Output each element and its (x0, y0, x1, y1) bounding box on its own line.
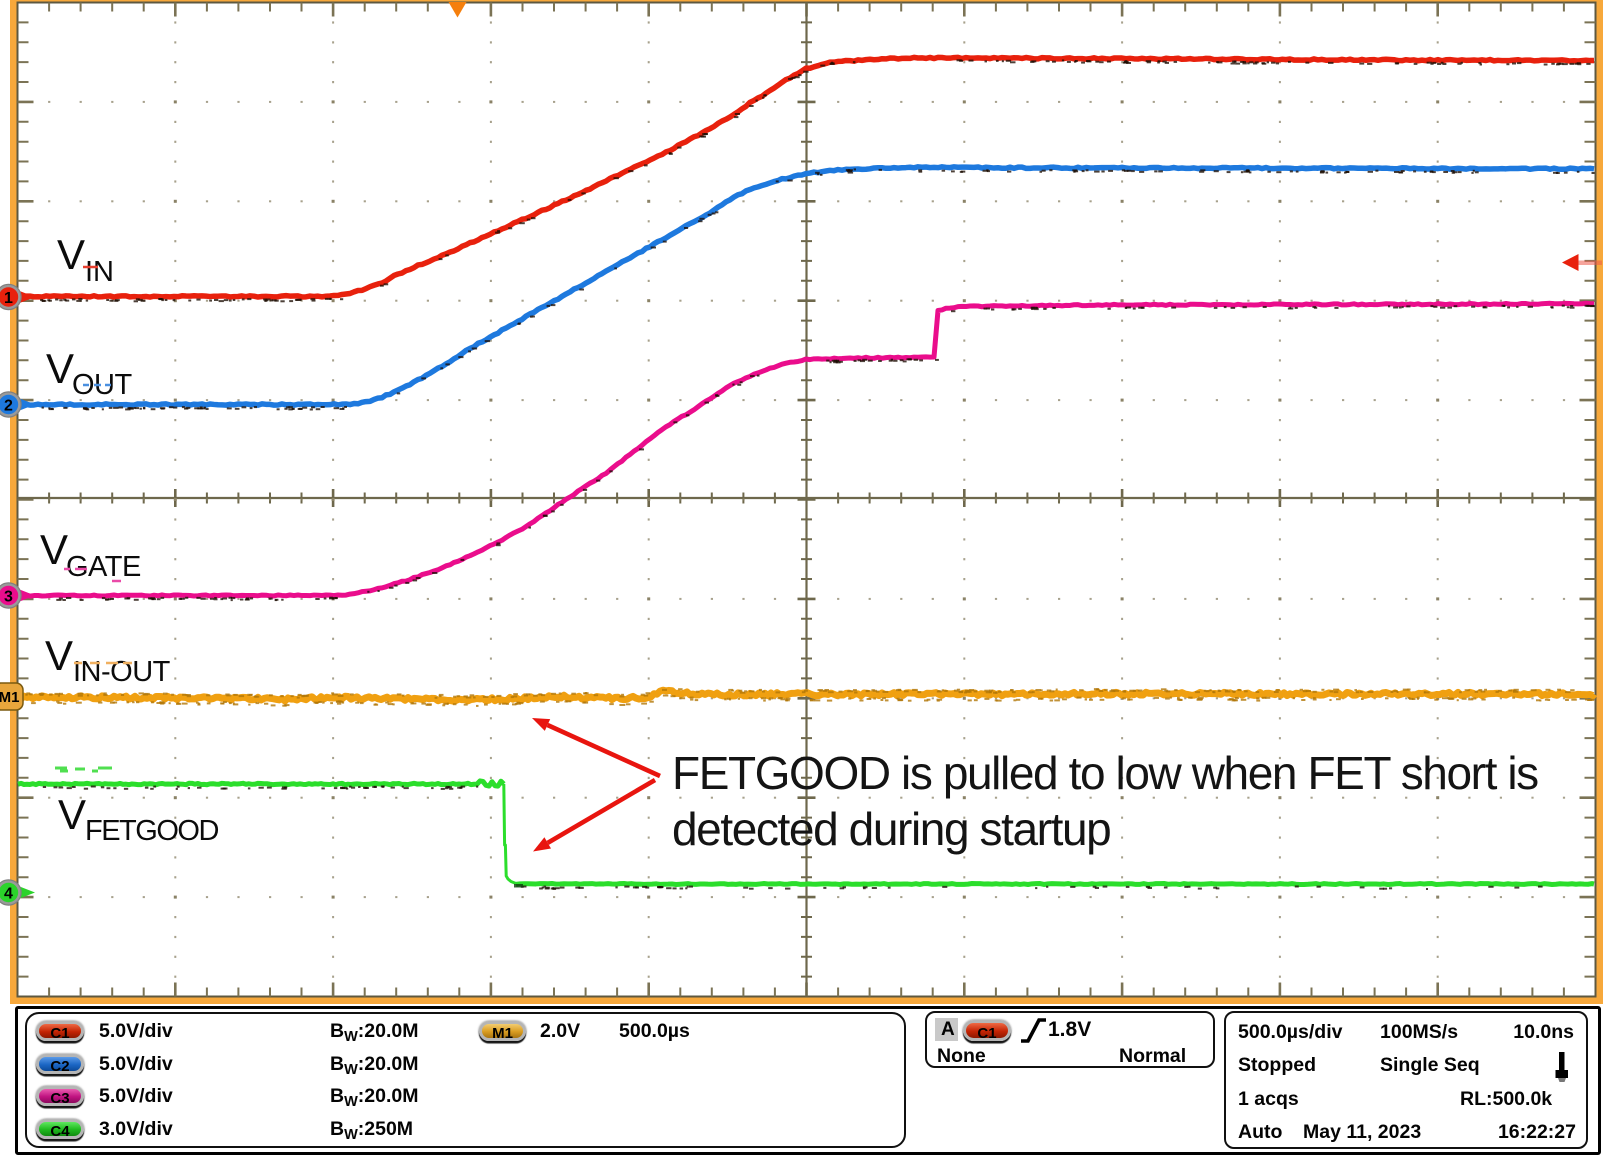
svg-text:V: V (46, 345, 74, 392)
svg-text:3: 3 (4, 589, 13, 606)
svg-text:IN-OUT: IN-OUT (73, 656, 171, 688)
svg-text:IN: IN (85, 256, 114, 288)
svg-text:V: V (58, 791, 86, 838)
svg-text:V: V (40, 526, 68, 573)
svg-text:FETGOOD: FETGOOD (85, 815, 218, 847)
svg-text:4: 4 (4, 886, 13, 903)
svg-text:1: 1 (4, 290, 13, 307)
svg-text:V: V (57, 231, 85, 278)
svg-text:FETGOOD is pulled to low when: FETGOOD is pulled to low when FET short … (672, 747, 1538, 799)
svg-text:M1: M1 (0, 689, 19, 706)
svg-text:V: V (45, 632, 73, 679)
svg-text:detected during startup: detected during startup (672, 803, 1110, 855)
svg-text:OUT: OUT (72, 369, 133, 401)
svg-text:2: 2 (4, 398, 13, 415)
svg-text:GATE: GATE (66, 551, 141, 583)
